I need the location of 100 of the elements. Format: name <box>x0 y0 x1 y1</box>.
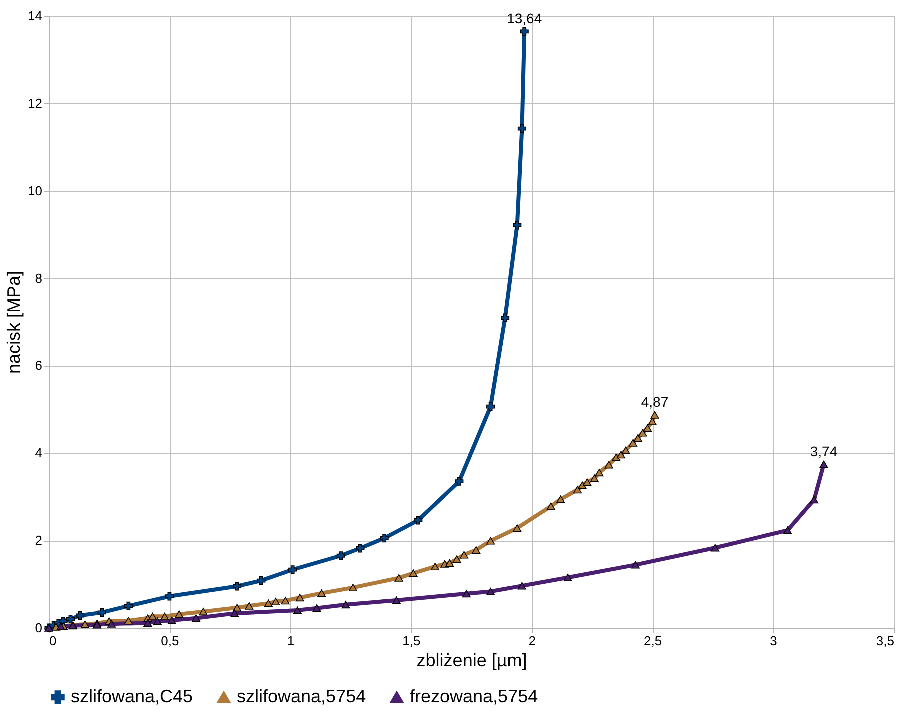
x-axis-title: zbliżenie [µm] <box>416 650 528 670</box>
point <box>233 582 242 591</box>
point <box>604 461 614 469</box>
point <box>486 537 496 545</box>
y-tick-label: 4 <box>35 446 42 461</box>
point <box>108 620 116 628</box>
y-tick-label: 0 <box>35 620 42 636</box>
x-tick-label: 2,5 <box>644 634 662 648</box>
point <box>455 477 464 486</box>
point <box>462 590 471 598</box>
point <box>380 534 389 543</box>
point <box>631 561 640 569</box>
y-axis-title: nacisk [MPa] <box>4 270 24 374</box>
point <box>590 474 599 482</box>
y-tick-label: 10 <box>28 183 42 198</box>
annotation: 3,74 <box>810 444 838 460</box>
point <box>288 566 298 574</box>
point <box>392 596 401 604</box>
x-tick-label: 2 <box>528 634 536 648</box>
y-tick-label: 8 <box>35 270 42 286</box>
point <box>233 604 242 612</box>
legend-label: szlifowana,5754 <box>237 686 366 706</box>
point <box>446 560 454 568</box>
point <box>336 552 346 560</box>
point <box>784 526 792 534</box>
point <box>564 574 572 582</box>
point <box>264 600 273 608</box>
point <box>518 124 526 134</box>
point <box>230 610 240 618</box>
point <box>634 434 642 442</box>
point <box>472 546 481 554</box>
point <box>318 590 326 598</box>
point <box>583 478 592 486</box>
point <box>486 588 496 596</box>
point <box>153 618 162 626</box>
x-tick-label: 0 <box>50 634 57 648</box>
point <box>628 439 638 447</box>
point <box>98 608 106 617</box>
point <box>281 597 290 605</box>
point <box>124 602 133 610</box>
point <box>513 524 522 532</box>
point <box>556 496 566 504</box>
x-tick-label: 3 <box>770 634 778 648</box>
point <box>595 469 604 477</box>
point <box>245 602 254 610</box>
x-tick-label: 3,5 <box>876 634 894 648</box>
point <box>612 454 621 462</box>
point <box>578 482 587 490</box>
point <box>643 424 652 432</box>
point <box>148 612 158 620</box>
legend-label: szlifowana,C45 <box>71 686 194 706</box>
point <box>124 617 133 625</box>
point <box>257 576 266 586</box>
y-tick-label: 14 <box>28 8 42 24</box>
point <box>312 604 322 612</box>
point <box>573 486 582 494</box>
x-tick-label: 0,5 <box>161 634 180 648</box>
point <box>356 544 365 553</box>
point <box>520 27 529 36</box>
point <box>409 570 418 578</box>
x-tick-label: 1,5 <box>402 634 421 648</box>
point <box>460 551 469 559</box>
point <box>165 592 174 601</box>
point <box>414 516 423 525</box>
annotation: 13,64 <box>507 10 542 27</box>
point <box>638 429 648 437</box>
point <box>348 584 358 592</box>
point <box>272 598 280 606</box>
point <box>192 614 201 622</box>
point <box>622 446 630 454</box>
point <box>513 221 522 230</box>
point <box>175 610 184 618</box>
point <box>168 616 176 624</box>
point <box>56 622 66 630</box>
point <box>820 460 828 468</box>
point <box>296 594 304 602</box>
point <box>394 574 404 582</box>
y-tick-label: 12 <box>28 96 42 111</box>
point <box>616 451 626 459</box>
point <box>648 418 657 426</box>
point <box>66 614 75 624</box>
y-tick-label: 6 <box>35 358 42 374</box>
point <box>431 563 440 571</box>
y-tick-label: 2 <box>35 533 42 548</box>
point <box>650 411 660 419</box>
point <box>160 612 170 620</box>
point <box>76 611 85 620</box>
point <box>501 314 510 322</box>
x-tick-label: 1 <box>287 634 295 648</box>
point <box>293 606 302 614</box>
point <box>711 544 720 552</box>
point <box>518 582 526 590</box>
point <box>342 601 350 609</box>
point <box>546 502 556 510</box>
point <box>452 556 462 564</box>
point <box>144 619 152 627</box>
point <box>810 496 819 504</box>
point <box>486 402 496 412</box>
point <box>80 620 90 628</box>
legend-label: frezowana,5754 <box>410 686 538 706</box>
